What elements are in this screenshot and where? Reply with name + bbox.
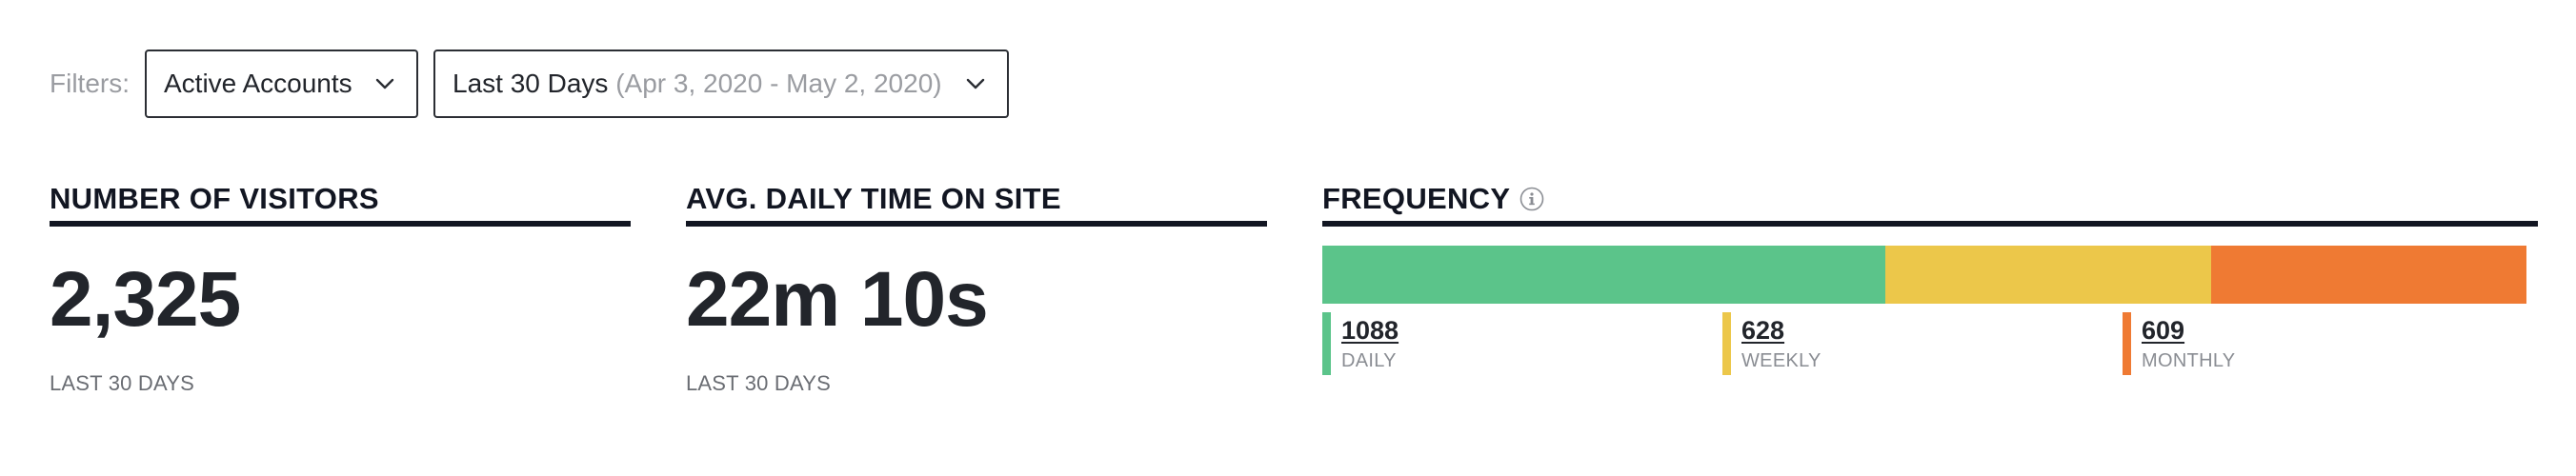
date-range-dropdown[interactable]: Last 30 Days (Apr 3, 2020 - May 2, 2020) (433, 50, 1009, 118)
date-range-text: Last 30 Days (Apr 3, 2020 - May 2, 2020) (453, 69, 965, 99)
frequency-value-monthly[interactable]: 609 (2142, 316, 2185, 345)
visitors-value: 2,325 (50, 256, 241, 343)
frequency-legend: 1088 DAILY 628 WEEKLY 609 MONTHLY (1322, 312, 2526, 375)
frequency-divider (1322, 221, 2538, 227)
frequency-label-monthly: MONTHLY (2142, 350, 2236, 371)
frequency-header: FREQUENCY (1322, 179, 2538, 219)
time-on-site-card: AVG. DAILY TIME ON SITE 22m 10s LAST 30 … (686, 179, 1267, 396)
info-icon[interactable] (1519, 187, 1544, 211)
time-on-site-value: 22m 10s (686, 256, 989, 343)
frequency-segment-daily[interactable] (1322, 246, 1886, 304)
time-on-site-title: AVG. DAILY TIME ON SITE (686, 182, 1061, 215)
frequency-value-daily[interactable]: 1088 (1341, 316, 1399, 345)
visitors-card: NUMBER OF VISITORS 2,325 LAST 30 DAYS (50, 179, 631, 396)
account-filter-value: Active Accounts (164, 69, 352, 98)
date-range-value: Last 30 Days (453, 69, 609, 98)
legend-marker-daily (1322, 312, 1331, 375)
account-filter-dropdown[interactable]: Active Accounts (145, 50, 418, 118)
visitors-divider (50, 221, 631, 227)
frequency-legend-daily: 1088 DAILY (1322, 312, 1399, 375)
frequency-legend-monthly: 609 MONTHLY (2123, 312, 2235, 375)
frequency-bar (1322, 246, 2526, 304)
frequency-card: FREQUENCY 1088 DAILY 628 WEEKLY 609 MONTHLY (1322, 179, 2538, 375)
time-on-site-divider (686, 221, 1267, 227)
filters-label: Filters: (50, 69, 130, 98)
legend-marker-monthly (2123, 312, 2131, 375)
frequency-segment-weekly[interactable] (1885, 246, 2211, 304)
frequency-value-weekly[interactable]: 628 (1741, 316, 1785, 345)
chevron-down-icon (374, 73, 395, 94)
legend-marker-weekly (1722, 312, 1731, 375)
frequency-label-weekly: WEEKLY (1741, 350, 1821, 371)
time-on-site-caption: LAST 30 DAYS (686, 371, 831, 395)
filters-bar: Filters: Active Accounts Last 30 Days (A… (50, 50, 1024, 118)
frequency-legend-weekly: 628 WEEKLY (1722, 312, 1821, 375)
chevron-down-icon (965, 73, 986, 94)
frequency-segment-monthly[interactable] (2210, 246, 2526, 304)
date-range-dates: (Apr 3, 2020 - May 2, 2020) (615, 69, 942, 98)
visitors-caption: LAST 30 DAYS (50, 371, 194, 395)
frequency-title: FREQUENCY (1322, 182, 1511, 215)
visitors-title: NUMBER OF VISITORS (50, 182, 379, 215)
frequency-label-daily: DAILY (1341, 350, 1397, 371)
